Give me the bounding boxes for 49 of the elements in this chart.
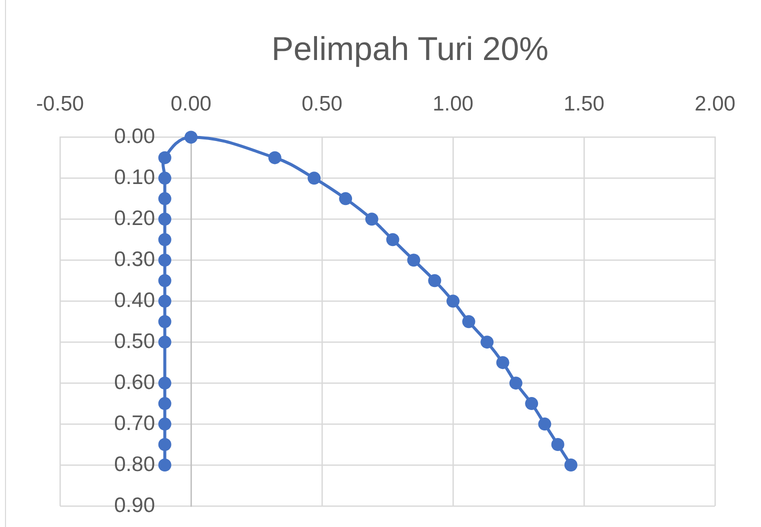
point	[184, 130, 198, 144]
point	[158, 274, 172, 288]
point	[462, 315, 476, 328]
point	[158, 233, 172, 246]
point	[158, 192, 172, 206]
y-tick-label: 0.30	[114, 248, 155, 271]
point	[509, 376, 522, 390]
point	[446, 294, 460, 308]
x-tick-label: 2.00	[694, 92, 736, 116]
point	[551, 438, 564, 452]
point	[525, 397, 538, 410]
point	[496, 356, 510, 370]
point	[158, 212, 172, 226]
point	[386, 233, 400, 246]
point	[158, 151, 172, 164]
x-tick-label: 1.00	[432, 92, 474, 116]
point	[158, 397, 172, 410]
point	[339, 192, 352, 206]
x-tick-label: 1.50	[564, 92, 604, 116]
x-tick-label: -0.50	[36, 92, 84, 116]
y-tick-label: 0.60	[114, 370, 155, 394]
x-tick-label: 0.00	[170, 92, 212, 116]
point	[158, 336, 172, 349]
point	[308, 172, 321, 185]
point	[158, 376, 172, 390]
y-tick-label: 0.90	[114, 494, 155, 517]
y-tick-label: 0.50	[114, 330, 155, 353]
point	[480, 336, 494, 349]
point	[428, 274, 442, 288]
point	[268, 151, 282, 164]
point	[407, 254, 420, 267]
y-tick-label: 0.00	[114, 124, 155, 148]
point	[158, 418, 172, 431]
y-tick-label: 0.80	[114, 452, 155, 476]
y-tick-label: 0.10	[114, 166, 155, 189]
point	[158, 315, 172, 328]
point	[158, 294, 172, 308]
point	[158, 172, 172, 185]
point	[564, 458, 578, 472]
point	[158, 254, 172, 267]
point	[158, 438, 172, 452]
y-tick-label: 0.40	[114, 288, 155, 312]
point	[538, 418, 552, 431]
point	[158, 458, 172, 472]
chart-title: Pelimpah Turi 20%	[270, 29, 550, 69]
point	[365, 212, 378, 226]
y-tick-label: 0.20	[114, 206, 155, 230]
y-tick-label: 0.70	[114, 412, 155, 435]
x-tick-label: 0.50	[302, 92, 342, 116]
